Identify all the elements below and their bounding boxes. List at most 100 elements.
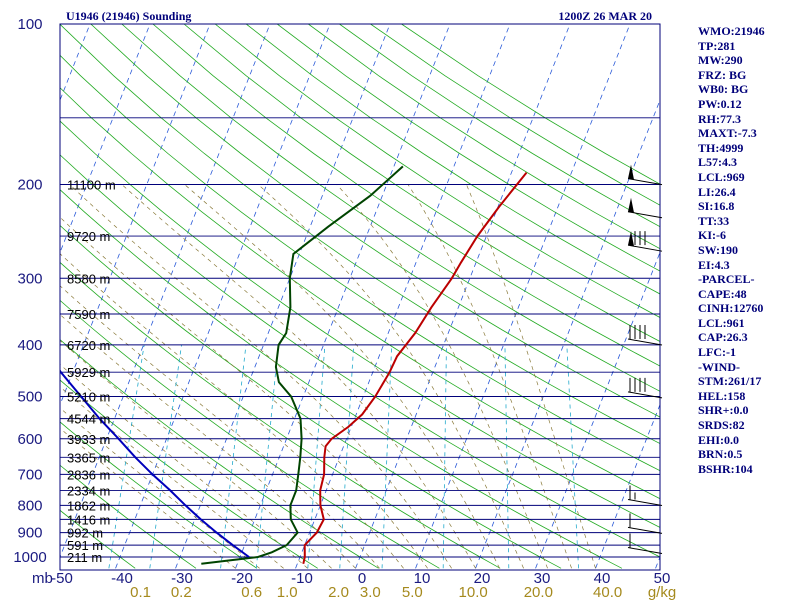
mixing-ratio-label: 10.0 (459, 584, 488, 600)
index-item: STM:261/17 (698, 374, 762, 389)
mixing-ratio-label: 0.6 (241, 584, 262, 600)
wind-barb (627, 197, 663, 219)
height-label: 992 m (67, 526, 103, 541)
moist-adiabat (336, 184, 548, 569)
index-item: LFC:-1 (698, 345, 736, 360)
index-item: BSHR:104 (698, 461, 753, 476)
height-label: 2836 m (67, 467, 110, 482)
mixing-ratio-label: 1.0 (277, 584, 298, 600)
temperature-tick-label: -10 (291, 570, 313, 587)
height-label: 1862 m (67, 498, 110, 513)
dry-adiabat (60, 224, 562, 569)
temperature-tick-label: -50 (51, 570, 73, 587)
barb-staff (627, 498, 663, 506)
wind-barb (627, 485, 663, 506)
index-item: -PARCEL- (698, 272, 755, 287)
index-item: WB0: BG (698, 82, 749, 97)
height-label: 4544 m (67, 412, 110, 427)
height-label: 8580 m (67, 271, 110, 286)
dry-adiabat (60, 54, 660, 472)
height-label: 5929 m (67, 365, 110, 380)
barb-staff (627, 178, 663, 186)
isotherm (535, 251, 660, 569)
index-item: TP:281 (698, 38, 736, 53)
isotherm (235, 24, 451, 569)
wind-barb (627, 533, 663, 555)
height-label: 5210 m (67, 390, 110, 405)
moist-adiabat (60, 216, 428, 569)
pressure-tick-label: 1000 (13, 549, 46, 566)
moist-adiabat (466, 184, 596, 569)
index-item: SW:190 (698, 242, 739, 257)
isotherm (595, 403, 660, 569)
wind-barb (627, 325, 663, 346)
index-item: EHI:0.0 (698, 432, 740, 447)
wind-barb (627, 164, 663, 186)
index-item: MW:290 (698, 53, 743, 68)
wind-barb (627, 513, 663, 534)
barb-flag (628, 164, 634, 180)
dry-adiabat (152, 24, 660, 367)
barb-staff (627, 211, 663, 219)
index-item: FRZ: BG (698, 67, 747, 82)
barb-staff (627, 244, 663, 252)
dry-adiabat (214, 24, 660, 318)
pressure-tick-label: 800 (17, 497, 42, 514)
dry-adiabat (60, 509, 136, 569)
dry-adiabat (60, 154, 660, 558)
barb-staff (627, 338, 663, 346)
index-item: CAPE:48 (698, 286, 747, 301)
mixing-ratio-line (442, 344, 447, 569)
wind-barb (627, 231, 663, 252)
dry-adiabat (60, 24, 660, 445)
mixing-ratio-unit: g/kg (648, 584, 676, 600)
pressure-tick-label: 700 (17, 466, 42, 483)
mixing-ratio-line (381, 344, 393, 569)
temperature-tick-label: -30 (171, 570, 193, 587)
index-item: SRDS:82 (698, 418, 745, 433)
dry-adiabat (60, 379, 318, 569)
mixing-ratio-label: 0.1 (130, 584, 151, 600)
chart-grid (0, 12, 660, 569)
pressure-tick-label: 600 (17, 431, 42, 448)
pressure-unit-label: mb (32, 570, 53, 587)
temperature-tick-label: 50 (654, 570, 671, 587)
pressure-tick-label: 300 (17, 270, 42, 287)
dry-adiabat (60, 261, 501, 569)
temperature-tick-label: 0 (358, 570, 366, 587)
height-label: 7590 m (67, 307, 110, 322)
dry-adiabat (121, 24, 660, 392)
isotherm (0, 12, 35, 568)
moist-adiabat (60, 285, 380, 569)
dry-adiabat (60, 87, 660, 500)
moist-adiabat (407, 184, 572, 569)
height-label: 2334 m (67, 483, 110, 498)
mixing-ratio-label: 20.0 (524, 584, 553, 600)
dry-adiabat (60, 421, 258, 569)
index-item: CAP:26.3 (698, 330, 748, 345)
barb-flag (628, 231, 634, 247)
pressure-tick-label: 400 (17, 337, 42, 354)
mixing-ratio-line (108, 344, 145, 569)
dry-adiabat (183, 24, 660, 342)
isotherm (295, 24, 511, 569)
dry-adiabat (60, 189, 623, 569)
index-item: BRN:0.5 (698, 447, 743, 462)
isotherm (60, 24, 211, 406)
sounding-time: 1200Z 26 MAR 20 (558, 9, 652, 23)
isotherm (60, 24, 271, 559)
mixing-ratio-line (566, 344, 579, 569)
parcel-curve (60, 368, 250, 558)
index-item: MAXT:-7.3 (698, 126, 757, 141)
stability-indices: WMO:21946 TP:281 MW:290 FRZ: BG WB0: BG PW:0.… (698, 24, 798, 476)
dry-adiabat (60, 299, 440, 569)
height-label: 1416 m (67, 512, 110, 527)
mixing-ratio-line (339, 344, 355, 569)
moist-adiabat (257, 184, 524, 569)
temperature-curve (302, 171, 528, 565)
index-item: PW:0.12 (698, 96, 742, 111)
wind-barbs (627, 164, 663, 555)
sounding-curves (60, 165, 528, 565)
index-item: TH:4999 (698, 140, 744, 155)
mixing-ratio-label: 40.0 (593, 584, 622, 600)
